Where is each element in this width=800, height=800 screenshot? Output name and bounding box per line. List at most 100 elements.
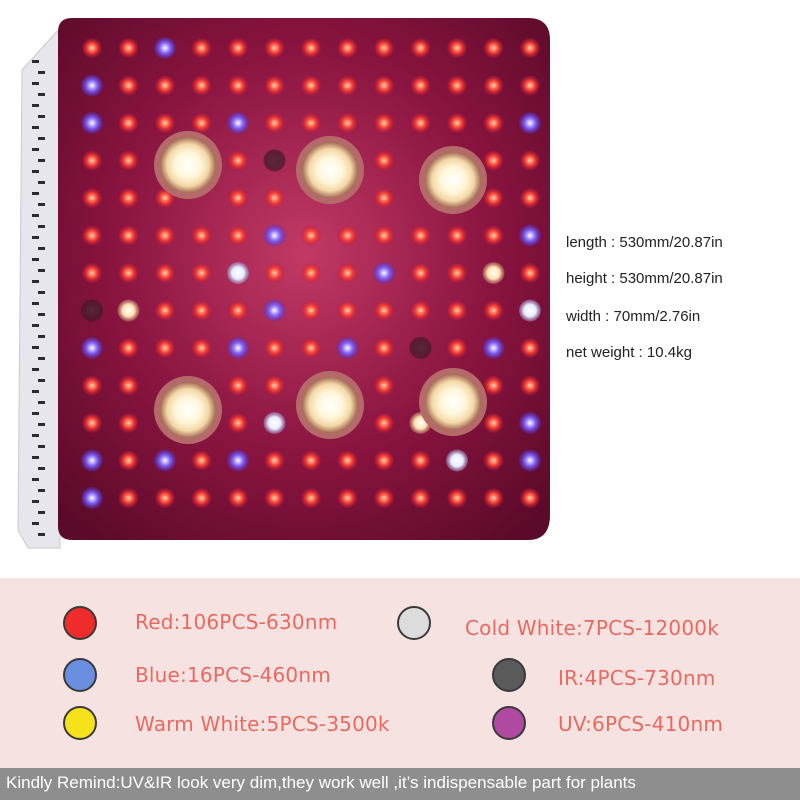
red-led [228, 300, 248, 321]
spec-width: width : 70mm/2.76in [566, 308, 701, 325]
red-led [520, 375, 540, 396]
red-led [301, 300, 321, 321]
reminder-text: Kindly Remind:UV&IR look very dim,they w… [6, 773, 636, 792]
red-led [228, 375, 248, 396]
red-led [191, 263, 212, 283]
red-led [520, 38, 540, 58]
heatsink-fin [38, 533, 45, 536]
red-led [155, 338, 175, 358]
blue-led [336, 337, 359, 359]
red-led [118, 450, 139, 471]
red-led [337, 263, 358, 283]
blue-led [227, 112, 249, 134]
red-led [374, 338, 394, 358]
red-led [374, 188, 394, 208]
dim-led [409, 337, 432, 359]
heatsink-fin [38, 467, 45, 470]
blue-led [81, 487, 103, 509]
white-led [263, 412, 286, 434]
red-led [520, 150, 540, 171]
heatsink-fin [38, 181, 45, 184]
red-led [264, 113, 285, 133]
cob-led [160, 137, 216, 193]
blue-led [154, 449, 176, 472]
red-led [483, 38, 504, 58]
heatsink-fin [38, 93, 45, 96]
red-dot-icon [63, 606, 97, 640]
red-led [155, 263, 175, 283]
red-led [82, 38, 102, 58]
blue-led [263, 299, 286, 322]
red-led [410, 225, 431, 246]
spec-height: height : 530mm/20.87in [566, 270, 723, 287]
red-led [191, 38, 212, 58]
reminder-bar: Kindly Remind:UV&IR look very dim,they w… [0, 768, 800, 800]
red-led [228, 150, 248, 171]
blue-led [519, 449, 541, 472]
white-led [446, 449, 468, 472]
heatsink [17, 26, 61, 549]
cob-led [425, 374, 481, 430]
heatsink-fin [32, 456, 39, 459]
blue-led [81, 337, 103, 359]
red-led [447, 113, 467, 133]
cob-led [302, 377, 358, 433]
heatsink-fin [38, 335, 45, 338]
heatsink-fin [32, 302, 39, 305]
blue-led [519, 412, 541, 434]
red-led [447, 338, 467, 358]
blue-led [227, 337, 249, 359]
red-led [118, 263, 139, 283]
heatsink-fin [32, 126, 39, 129]
red-led [191, 488, 212, 508]
blue-led [373, 262, 395, 284]
red-led [264, 338, 285, 358]
cob-led [160, 382, 216, 438]
red-led [447, 300, 467, 321]
red-led [118, 113, 139, 133]
red-led [447, 38, 467, 58]
red-led [264, 450, 285, 471]
blue-led [227, 449, 249, 472]
red-led [374, 375, 394, 396]
spec-net-weight: net weight : 10.4kg [566, 344, 692, 361]
red-led [82, 188, 102, 208]
heatsink-fin [32, 368, 39, 371]
dim-led [81, 299, 103, 322]
legend-red-label: Red:106PCS-630nm [135, 610, 338, 634]
red-led [374, 300, 394, 321]
red-led [337, 38, 358, 58]
red-led [447, 263, 467, 283]
red-led [410, 488, 431, 508]
heatsink-fin [32, 280, 39, 283]
red-led [264, 75, 285, 96]
red-led [155, 75, 175, 96]
spectrum-legend: Red:106PCS-630nm Blue:16PCS-460nm Warm W… [0, 578, 800, 768]
legend-warm-white-label: Warm White:5PCS-3500k [135, 712, 390, 736]
red-led [264, 38, 285, 58]
white-led [519, 299, 541, 322]
red-led [447, 488, 467, 508]
red-led [374, 75, 394, 96]
white-led [227, 262, 249, 284]
uv-dot-icon [492, 706, 526, 740]
heatsink-fin [32, 60, 39, 63]
blue-led [519, 112, 541, 134]
red-led [374, 450, 394, 471]
red-led [520, 488, 540, 508]
red-led [118, 188, 139, 208]
red-led [520, 75, 540, 96]
red-led [483, 150, 504, 171]
red-led [228, 38, 248, 58]
heatsink-fin [38, 71, 45, 74]
heatsink-fin [38, 291, 45, 294]
red-led [82, 263, 102, 283]
blue-led [482, 337, 505, 359]
red-led [155, 488, 175, 508]
red-led [301, 450, 321, 471]
red-led [410, 263, 431, 283]
blue-led [263, 224, 286, 247]
red-led [483, 225, 504, 246]
heatsink-fin [32, 236, 39, 239]
blue-led [154, 37, 176, 59]
